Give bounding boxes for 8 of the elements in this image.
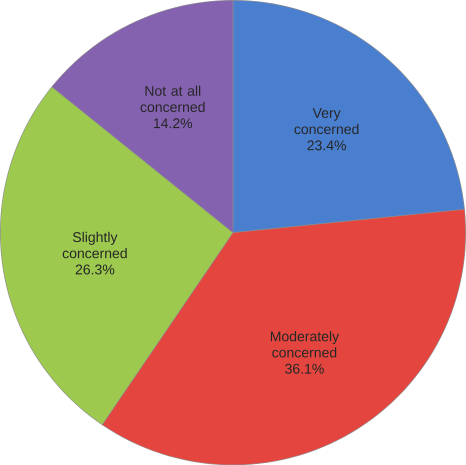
slice-label: Very concerned <box>294 108 358 134</box>
data-label: 23.4% <box>307 140 346 150</box>
data-label: 26.3% <box>76 264 114 274</box>
slice-label: Slightly concerned <box>62 232 127 258</box>
data-label: 36.1% <box>285 364 324 374</box>
slice-label: Moderately concerned <box>270 330 340 358</box>
data-label: 14.2% <box>154 118 192 128</box>
slice-label: Not at all concerned <box>140 85 205 112</box>
